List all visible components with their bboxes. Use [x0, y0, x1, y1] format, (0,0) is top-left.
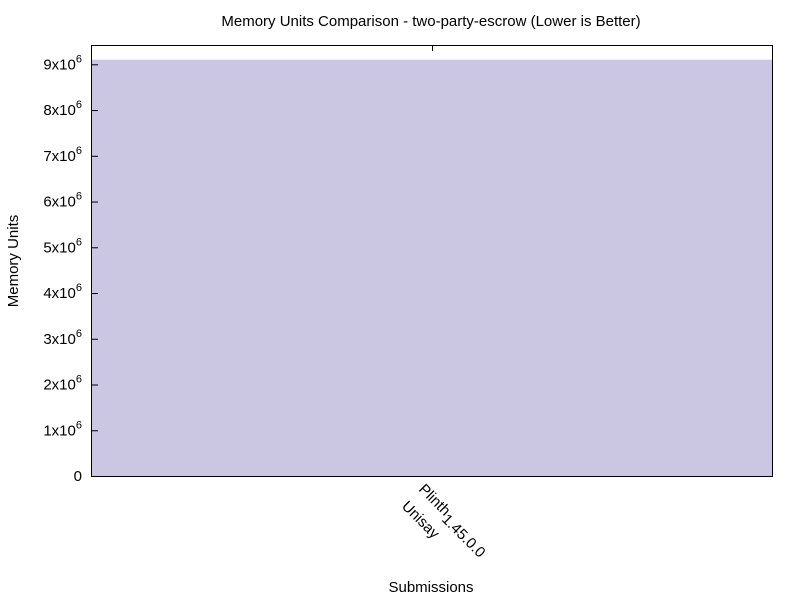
y-tick-label-9: 9x106 — [43, 53, 82, 73]
y-tick-label-0: 0 — [74, 468, 82, 485]
bar-0 — [92, 59, 772, 477]
y-tick-label-3: 3x106 — [43, 328, 82, 348]
y-tick-label-5: 5x106 — [43, 236, 82, 256]
x-axis-label: Submissions — [388, 579, 473, 596]
chart-title: Memory Units Comparison - two-party-escr… — [221, 13, 640, 30]
y-tick-label-7: 7x106 — [43, 145, 82, 165]
y-tick-label-6: 6x106 — [43, 191, 82, 211]
y-tick-label-2: 2x106 — [43, 374, 82, 394]
bars-group — [92, 59, 772, 477]
y-axis-ticks: 0 1x106 2x106 3x106 4x106 5x106 6x106 7x106 8x10… — [43, 53, 98, 485]
y-axis-label: Memory Units — [5, 215, 22, 308]
y-tick-label-4: 4x106 — [43, 282, 82, 302]
plot-frame — [91, 45, 773, 477]
y-tick-label-8: 8x106 — [43, 99, 82, 119]
y-tick-label-1: 1x106 — [43, 419, 82, 439]
